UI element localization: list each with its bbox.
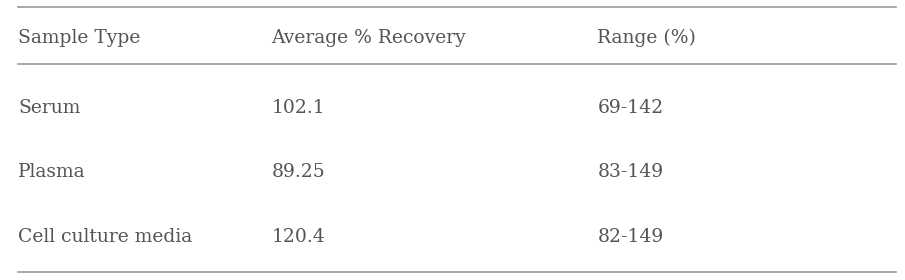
Text: Serum: Serum (18, 99, 81, 117)
Text: Average % Recovery: Average % Recovery (272, 29, 466, 47)
Text: 102.1: 102.1 (272, 99, 325, 117)
Text: 83-149: 83-149 (597, 163, 663, 181)
Text: Cell culture media: Cell culture media (18, 228, 193, 246)
Text: Sample Type: Sample Type (18, 29, 140, 47)
Text: Plasma: Plasma (18, 163, 86, 181)
Text: 120.4: 120.4 (272, 228, 325, 246)
Text: 69-142: 69-142 (597, 99, 663, 117)
Text: 82-149: 82-149 (597, 228, 663, 246)
Text: Range (%): Range (%) (597, 29, 696, 47)
Text: 89.25: 89.25 (272, 163, 325, 181)
